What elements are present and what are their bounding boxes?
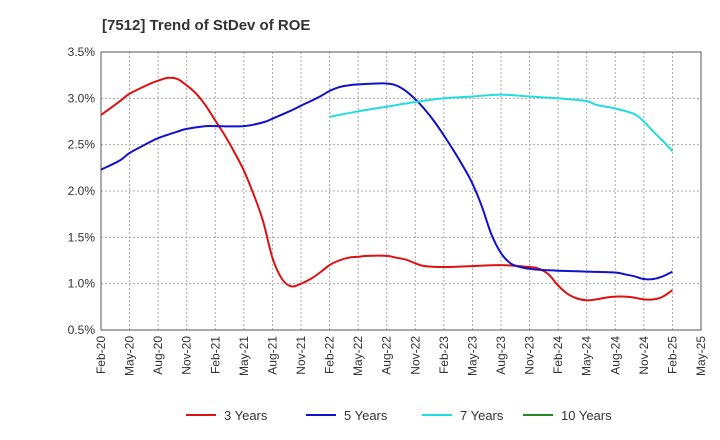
y-tick-label: 0.5%	[68, 323, 96, 337]
legend-label-3: 10 Years	[561, 408, 612, 423]
x-tick-label: Aug-23	[494, 336, 508, 375]
x-tick-label: May-22	[351, 336, 365, 376]
x-axis: Feb-20 May-20 Aug-20 Nov-20 Feb-21 May-21 Aug-…	[94, 336, 708, 376]
plot-area	[100, 51, 702, 331]
series-line-1	[100, 82, 673, 281]
x-tick-label: Feb-23	[437, 336, 451, 374]
x-tick-label: Feb-22	[323, 336, 337, 374]
x-tick-label: May-23	[465, 336, 479, 376]
x-tick-label: Nov-24	[637, 336, 651, 375]
x-tick-label: Aug-20	[151, 336, 165, 375]
x-tick-label: Aug-24	[608, 336, 622, 375]
series-lines	[100, 76, 674, 302]
x-tick-label: May-21	[237, 336, 251, 376]
series-line-0	[100, 76, 673, 302]
series-line-2	[329, 93, 674, 152]
x-tick-label: Aug-21	[265, 336, 279, 375]
y-tick-label: 1.5%	[68, 230, 96, 244]
legend-label-0: 3 Years	[224, 408, 268, 423]
grid	[101, 52, 701, 330]
x-tick-label: Nov-23	[523, 336, 537, 375]
x-tick-label: May-20	[123, 336, 137, 376]
y-tick-label: 2.5%	[68, 138, 96, 152]
x-tick-label: May-24	[580, 336, 594, 376]
y-axis: 0.5% 1.0% 1.5% 2.0% 2.5% 3.0% 3.5%	[68, 45, 96, 337]
x-tick-label: Feb-25	[665, 336, 679, 374]
x-tick-label: Aug-22	[380, 336, 394, 375]
y-tick-label: 1.0%	[68, 277, 96, 291]
chart-title: [7512] Trend of StDev of ROE	[102, 17, 310, 34]
legend-label-2: 7 Years	[460, 408, 504, 423]
y-tick-label: 3.5%	[68, 45, 96, 59]
x-tick-label: Feb-20	[94, 336, 108, 374]
y-tick-label: 2.0%	[68, 184, 96, 198]
x-tick-label: Nov-20	[180, 336, 194, 375]
x-tick-label: May-25	[694, 336, 708, 376]
x-tick-label: Feb-21	[208, 336, 222, 374]
y-tick-label: 3.0%	[68, 91, 96, 105]
x-tick-label: Feb-24	[551, 336, 565, 374]
legend: 3 Years 5 Years 7 Years 10 Years	[186, 408, 612, 423]
x-tick-label: Nov-21	[294, 336, 308, 375]
x-tick-label: Nov-22	[408, 336, 422, 375]
legend-label-1: 5 Years	[344, 408, 388, 423]
